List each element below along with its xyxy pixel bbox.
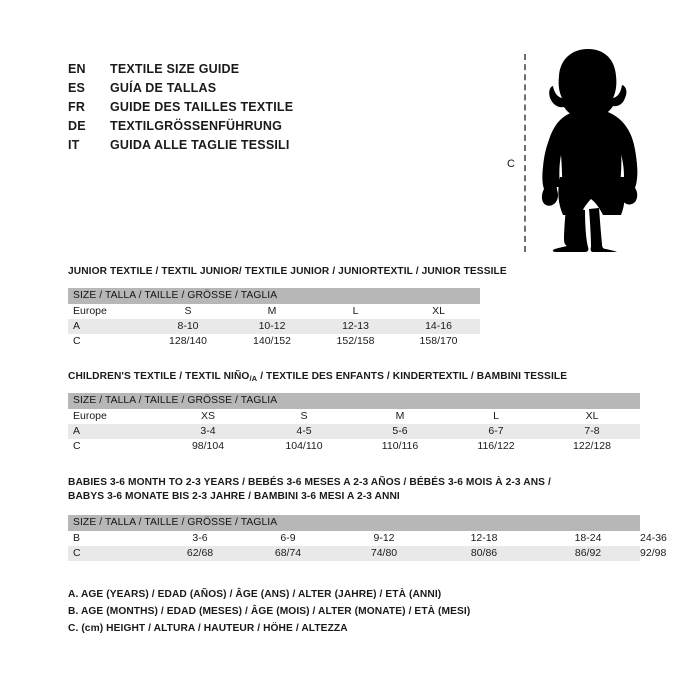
section-title-children-subscript: /A (249, 374, 258, 383)
height-illustration: C (495, 45, 655, 260)
cell: 140/152 (230, 334, 314, 349)
cell: 3-4 (160, 424, 256, 439)
table-row: A 3-4 4-5 5-6 6-7 7-8 (68, 424, 641, 439)
language-code: FR (68, 100, 86, 114)
cell: 116/122 (448, 439, 544, 454)
language-row: FR GUIDE DES TAILLES TEXTILE (68, 100, 293, 119)
language-code: ES (68, 81, 86, 95)
language-row: ES GUÍA DE TALLAS (68, 81, 293, 100)
cell: 5-6 (352, 424, 448, 439)
cell: 10-12 (230, 319, 314, 334)
junior-size-table: SIZE / TALLA / TAILLE / GRÖSSE / TAGLIA … (68, 288, 481, 349)
cell: S (146, 304, 230, 319)
measurement-legend: A. AGE (YEARS) / EDAD (AÑOS) / ÂGE (ANS)… (68, 586, 470, 637)
cell: 68/74 (240, 546, 336, 561)
babies-size-table: SIZE / TALLA / TAILLE / GRÖSSE / TAGLIA … (68, 515, 667, 561)
row-label: C (68, 439, 160, 454)
size-header-label: SIZE / TALLA / TAILLE / GRÖSSE / TAGLIA (68, 288, 481, 304)
cell: 14-16 (397, 319, 481, 334)
section-title-babies-line1: BABIES 3-6 MONTH TO 2-3 YEARS / BEBÉS 3-… (68, 477, 551, 488)
cell: 18-24 (536, 531, 641, 546)
language-title: GUIDA ALLE TAGLIE TESSILI (110, 138, 290, 152)
cell: M (352, 409, 448, 424)
row-label: A (68, 424, 160, 439)
language-code: EN (68, 62, 86, 76)
section-title-babies: BABIES 3-6 MONTH TO 2-3 YEARS / BEBÉS 3-… (68, 477, 551, 502)
cell: 7-8 (544, 424, 641, 439)
size-header-label: SIZE / TALLA / TAILLE / GRÖSSE / TAGLIA (68, 515, 641, 531)
row-label: C (68, 546, 160, 561)
row-label: A (68, 319, 146, 334)
cell: XL (397, 304, 481, 319)
table-row: B 3-6 6-9 9-12 12-18 18-24 24-36 (68, 531, 667, 546)
cell: 86/92 (536, 546, 641, 561)
cell: 4-5 (256, 424, 352, 439)
cell: 8-10 (146, 319, 230, 334)
cell: L (314, 304, 397, 319)
table-header-bar: SIZE / TALLA / TAILLE / GRÖSSE / TAGLIA (68, 515, 641, 531)
language-row: EN TEXTILE SIZE GUIDE (68, 62, 293, 81)
cell: 152/158 (314, 334, 397, 349)
table-row: C 128/140 140/152 152/158 158/170 (68, 334, 481, 349)
language-title: TEXTILGRÖSSENFÜHRUNG (110, 119, 283, 133)
cell: 62/68 (160, 546, 240, 561)
cell: 9-12 (336, 531, 432, 546)
cell: 98/104 (160, 439, 256, 454)
row-label: B (68, 531, 160, 546)
section-title-children-pre: CHILDREN'S TEXTILE / TEXTIL NIÑO (68, 371, 250, 382)
cell: M (230, 304, 314, 319)
table-row: Europe S M L XL (68, 304, 481, 319)
cell: 128/140 (146, 334, 230, 349)
table-row: Europe XS S M L XL (68, 409, 641, 424)
section-title-junior: JUNIOR TEXTILE / TEXTIL JUNIOR/ TEXTILE … (68, 266, 507, 277)
cell: 80/86 (432, 546, 536, 561)
table-row: C 62/68 68/74 74/80 80/86 86/92 92/98 (68, 546, 666, 561)
language-code: IT (68, 138, 80, 152)
legend-row-b: B. AGE (MONTHS) / EDAD (MESES) / ÂGE (MO… (68, 606, 471, 617)
legend-row-c: C. (cm) HEIGHT / ALTURA / HAUTEUR / HÖHE… (68, 623, 348, 634)
children-size-table: SIZE / TALLA / TAILLE / GRÖSSE / TAGLIA … (68, 393, 641, 454)
legend-row-a: A. AGE (YEARS) / EDAD (AÑOS) / ÂGE (ANS)… (68, 589, 442, 600)
cell: 3-6 (160, 531, 240, 546)
language-title: GUÍA DE TALLAS (110, 81, 217, 95)
cell: 6-7 (448, 424, 544, 439)
row-label: Europe (68, 304, 146, 319)
section-title-babies-line2: BABYS 3-6 MONATE BIS 2-3 JAHRE / BAMBINI… (68, 491, 400, 502)
table-header-bar: SIZE / TALLA / TAILLE / GRÖSSE / TAGLIA (68, 393, 641, 409)
cell: 158/170 (397, 334, 481, 349)
section-title-children-post: / TEXTILE DES ENFANTS / KINDERTEXTIL / B… (257, 371, 568, 382)
child-standing-silhouette (533, 47, 645, 257)
cell: XS (160, 409, 256, 424)
language-code: DE (68, 119, 86, 133)
language-title: GUIDE DES TAILLES TEXTILE (110, 100, 294, 114)
table-row: C 98/104 104/110 110/116 116/122 122/128 (68, 439, 641, 454)
height-dashed-line (524, 54, 526, 252)
cell: 6-9 (240, 531, 336, 546)
section-title-children: CHILDREN'S TEXTILE / TEXTIL NIÑO/A / TEX… (68, 371, 567, 383)
cell: 12-13 (314, 319, 397, 334)
cell: 12-18 (432, 531, 536, 546)
cell: S (256, 409, 352, 424)
language-legend: EN TEXTILE SIZE GUIDE ES GUÍA DE TALLAS … (68, 62, 293, 157)
size-header-label: SIZE / TALLA / TAILLE / GRÖSSE / TAGLIA (68, 393, 641, 409)
language-row: IT GUIDA ALLE TAGLIE TESSILI (68, 138, 293, 157)
cell: L (448, 409, 544, 424)
table-header-bar: SIZE / TALLA / TAILLE / GRÖSSE / TAGLIA (68, 288, 481, 304)
cell: 104/110 (256, 439, 352, 454)
language-row: DE TEXTILGRÖSSENFÜHRUNG (68, 119, 293, 138)
cell: 122/128 (544, 439, 641, 454)
table-row: A 8-10 10-12 12-13 14-16 (68, 319, 481, 334)
cell: 110/116 (352, 439, 448, 454)
language-title: TEXTILE SIZE GUIDE (110, 62, 240, 76)
row-label: C (68, 334, 146, 349)
row-label: Europe (68, 409, 160, 424)
cell: XL (544, 409, 641, 424)
height-marker-label: C (507, 158, 515, 170)
cell: 74/80 (336, 546, 432, 561)
